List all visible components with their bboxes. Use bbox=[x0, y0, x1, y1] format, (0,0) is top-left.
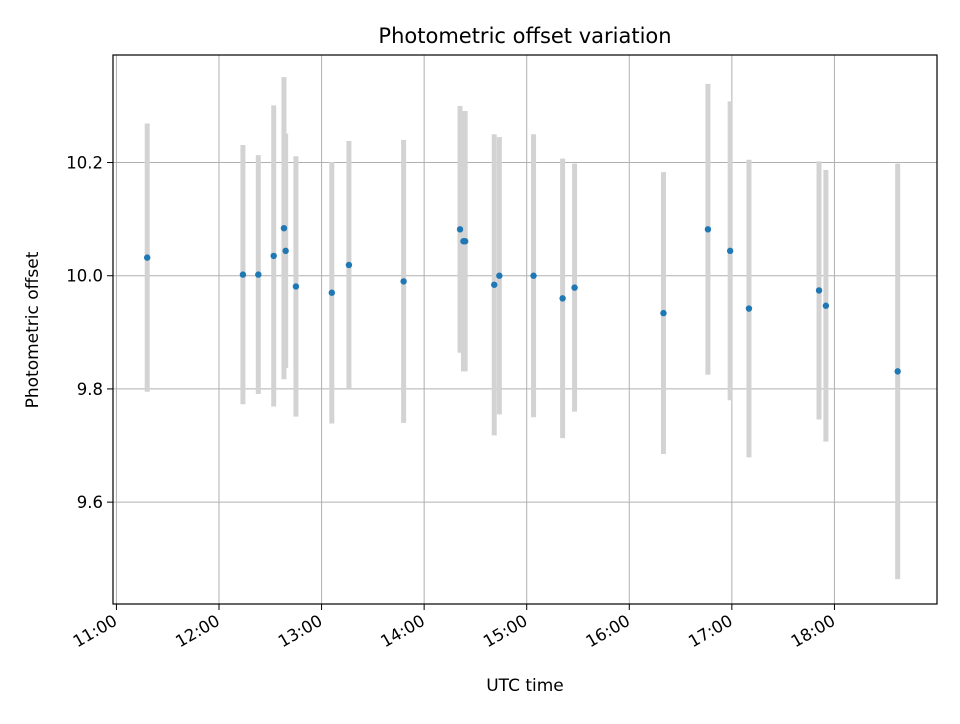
chart-title: Photometric offset variation bbox=[378, 24, 671, 48]
data-point bbox=[530, 272, 537, 279]
x-axis-label: UTC time bbox=[486, 676, 564, 696]
data-point bbox=[143, 254, 151, 261]
y-tick-label: 10.2 bbox=[66, 154, 103, 173]
data-point bbox=[292, 283, 300, 290]
data-point bbox=[345, 261, 353, 269]
grid bbox=[113, 55, 937, 604]
data-point bbox=[400, 278, 407, 285]
data-point bbox=[255, 271, 262, 278]
data-point bbox=[571, 284, 578, 291]
data-point bbox=[559, 295, 566, 302]
y-tick-label: 9.6 bbox=[77, 493, 103, 512]
data-points bbox=[143, 224, 901, 375]
data-point bbox=[660, 309, 667, 317]
data-point bbox=[461, 238, 469, 245]
data-point bbox=[496, 272, 503, 279]
data-point bbox=[491, 281, 498, 288]
data-point bbox=[239, 271, 247, 278]
data-point bbox=[822, 302, 830, 309]
data-point bbox=[815, 287, 823, 294]
y-axis-ticks: 9.6 9.8 10.0 10.2 bbox=[66, 154, 113, 512]
data-point bbox=[282, 247, 289, 255]
data-point bbox=[726, 247, 734, 255]
y-axis-label: Photometric offset bbox=[23, 251, 43, 408]
plot-frame bbox=[112, 54, 938, 605]
y-tick-label: 9.8 bbox=[77, 380, 103, 399]
data-point bbox=[745, 305, 753, 312]
data-point bbox=[328, 289, 336, 296]
data-point bbox=[704, 226, 712, 233]
data-point bbox=[894, 368, 901, 375]
data-point bbox=[456, 226, 464, 233]
data-point bbox=[280, 224, 288, 232]
y-tick-label: 10.0 bbox=[66, 267, 103, 286]
data-point bbox=[270, 252, 277, 260]
